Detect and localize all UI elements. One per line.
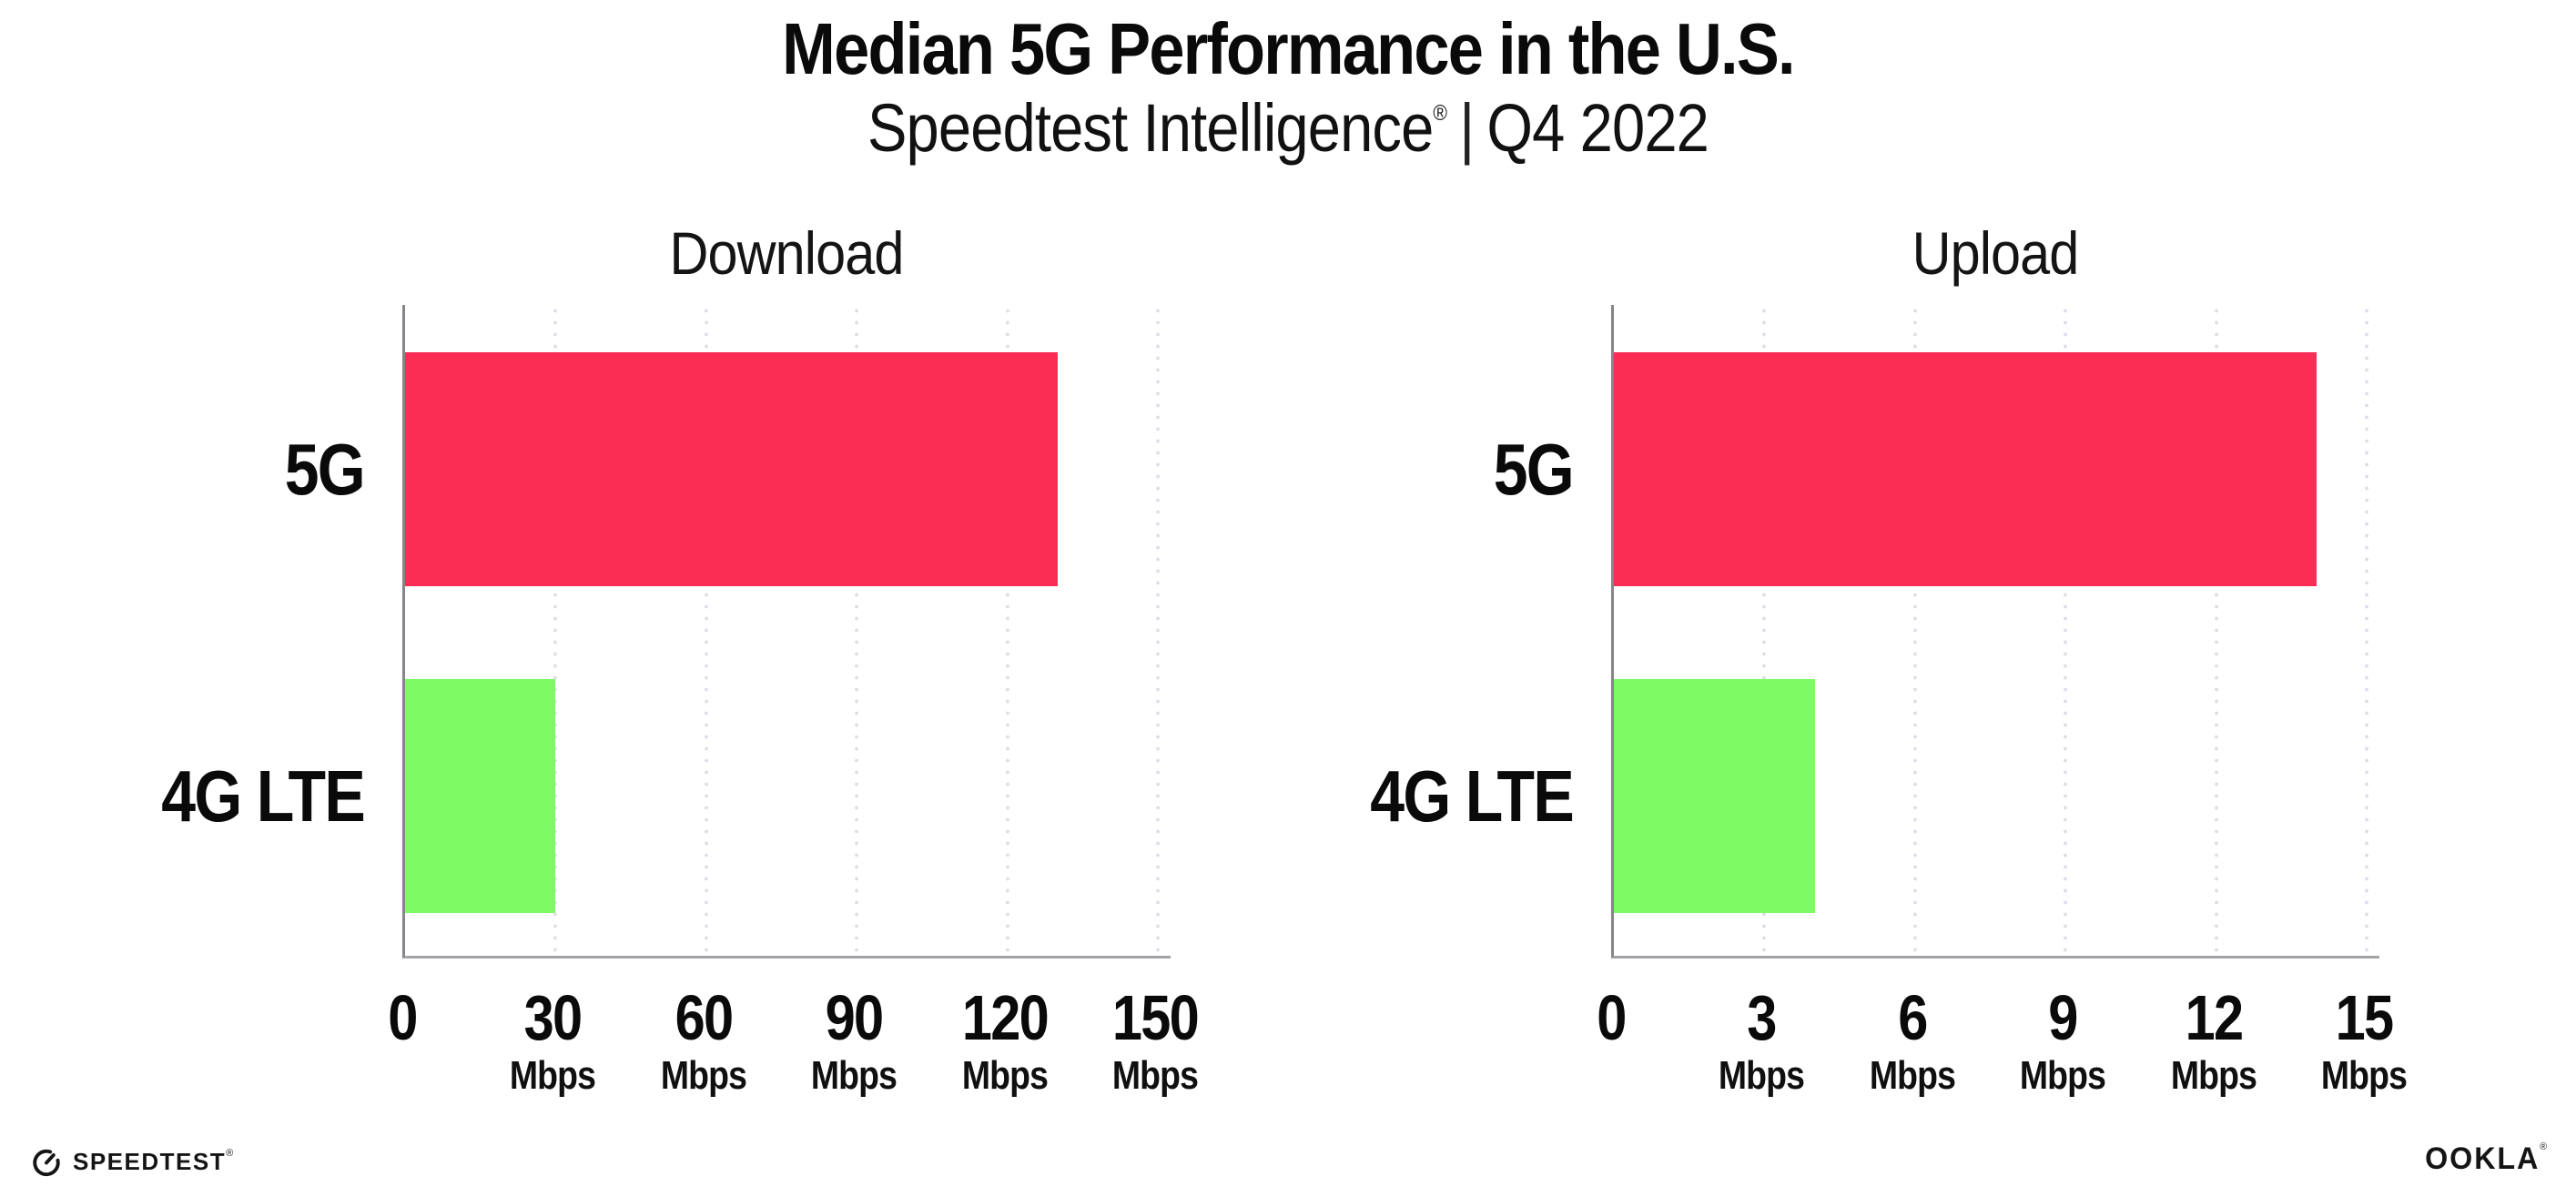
speedtest-gauge-icon [33, 1149, 60, 1177]
download-plot-area [402, 305, 1171, 959]
gridline-120 [1005, 305, 1009, 956]
xtick-value: 0 [1597, 982, 1627, 1053]
upload-chart-title: Upload [1912, 219, 2080, 287]
category-label-4g-lte: 4G LTE [161, 755, 365, 837]
xtick-unit: Mbps [510, 1053, 596, 1098]
xtick-9: 9 Mbps [2001, 982, 2125, 1099]
category-label-5g: 5G [284, 428, 366, 510]
gridline-30 [553, 305, 558, 956]
xtick-unit: Mbps [2321, 1053, 2408, 1098]
ookla-logo: OOKLA® [2419, 1141, 2549, 1177]
category-label-4g-lte: 4G LTE [1370, 755, 1574, 837]
gridline-12 [2214, 305, 2218, 956]
page-title: Median 5G Performance in the U.S. [782, 8, 1795, 89]
xtick-value: 120 [961, 982, 1050, 1053]
upload-plot-area [1611, 305, 2379, 959]
xtick-12: 12 Mbps [2152, 982, 2276, 1099]
xtick-value: 0 [388, 982, 418, 1053]
bar-4g-lte [1614, 679, 1815, 913]
gridline-90 [855, 305, 859, 956]
xtick-value: 9 [2048, 982, 2079, 1053]
xtick-value: 150 [1112, 982, 1200, 1053]
xtick-unit [340, 1053, 464, 1097]
subtitle-brand: Speedtest Intelligence [867, 90, 1434, 166]
xtick-value: 12 [2185, 982, 2244, 1053]
xtick-unit: Mbps [1112, 1053, 1199, 1098]
gridline-6 [1912, 305, 1917, 956]
header: Median 5G Performance in the U.S. Speedt… [0, 0, 2576, 164]
bar-4g-lte [405, 679, 556, 913]
gridline-15 [2365, 305, 2369, 956]
ookla-registered-mark: ® [2540, 1141, 2549, 1152]
xtick-value: 90 [826, 982, 884, 1053]
speedtest-logo: SPEEDTEST® [31, 1146, 235, 1177]
bar-5g [1614, 352, 2317, 586]
xtick-15: 15 Mbps [2302, 982, 2426, 1099]
xtick-unit: Mbps [811, 1053, 898, 1098]
download-chart-title: Download [669, 219, 905, 287]
subtitle-period: Q4 2022 [1486, 90, 1709, 166]
xtick-unit: Mbps [1869, 1053, 1956, 1098]
xtick-value: 60 [674, 982, 734, 1053]
xtick-60: 60 Mbps [642, 982, 766, 1099]
xtick-unit: Mbps [1719, 1053, 1805, 1098]
xtick-unit: Mbps [2020, 1053, 2106, 1098]
xtick-unit: Mbps [2170, 1053, 2257, 1098]
xtick-0: 0 [340, 982, 464, 1097]
xtick-150: 150 Mbps [1093, 982, 1217, 1099]
xtick-value: 6 [1898, 982, 1928, 1053]
gridline-60 [704, 305, 708, 956]
download-chart: Download 5G 4G LTE 0 30 Mbps 60 Mbps 90 Mbps 120 M… [161, 218, 1200, 1111]
gridline-9 [2064, 305, 2068, 956]
speedtest-wordmark: SPEEDTEST® [73, 1148, 235, 1176]
subtitle-separator: | [1459, 90, 1475, 166]
category-label-5g: 5G [1493, 428, 1575, 510]
speedtest-label: SPEEDTEST [73, 1147, 227, 1175]
xtick-6: 6 Mbps [1851, 982, 1974, 1099]
speedtest-registered-mark: ® [226, 1147, 235, 1159]
registered-mark: ® [1433, 101, 1447, 126]
ookla-label: OOKLA [2425, 1141, 2541, 1176]
xtick-unit: Mbps [961, 1053, 1049, 1098]
gridline-150 [1156, 305, 1161, 956]
xtick-120: 120 Mbps [943, 982, 1067, 1099]
page-subtitle: Speedtest Intelligence® | Q4 2022 [155, 93, 2421, 164]
xtick-unit: Mbps [660, 1053, 747, 1098]
xtick-90: 90 Mbps [792, 982, 916, 1099]
xtick-value: 3 [1747, 982, 1778, 1053]
ookla-wordmark: OOKLA® [2425, 1141, 2549, 1177]
upload-chart: Upload 5G 4G LTE 0 3 Mbps 6 Mbps 9 Mbps 12 Mbps 15 M… [1370, 218, 2408, 1111]
xtick-3: 3 Mbps [1699, 982, 1823, 1099]
xtick-30: 30 Mbps [491, 982, 614, 1099]
bar-5g [405, 352, 1059, 586]
xtick-value: 15 [2336, 982, 2394, 1053]
xtick-0: 0 [1549, 982, 1673, 1097]
xtick-unit [1549, 1053, 1673, 1097]
xtick-value: 30 [524, 982, 583, 1053]
gridline-3 [1762, 305, 1767, 956]
